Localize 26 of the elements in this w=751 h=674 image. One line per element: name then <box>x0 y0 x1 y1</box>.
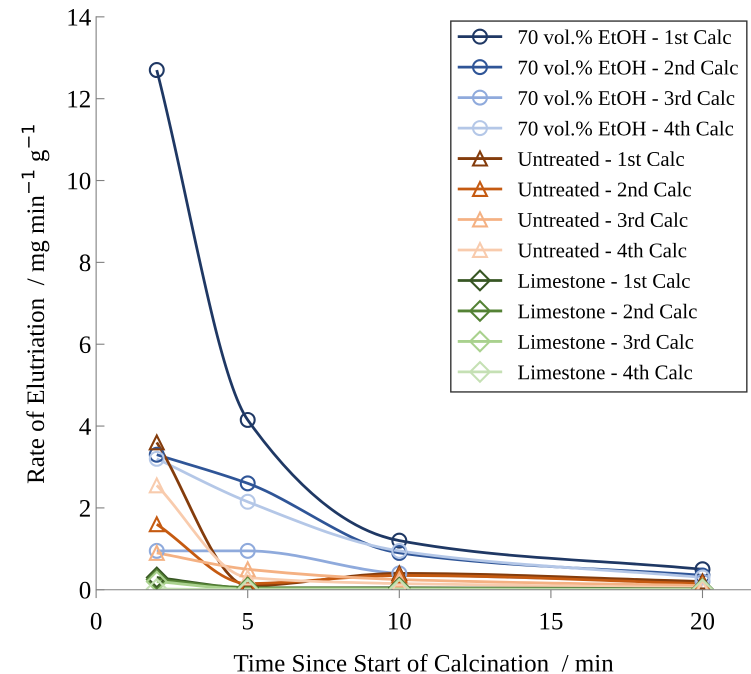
y-tick-label: 14 <box>68 9 91 26</box>
y-tick-label: 2 <box>80 500 90 517</box>
y-tick-label: 12 <box>68 90 90 108</box>
x-tick-label: 5 <box>242 612 253 630</box>
legend-label: Limestone - 3rd Calc <box>518 334 694 349</box>
y-tick-label: 0 <box>80 582 90 599</box>
legend-label: 70 vol.% EtOH - 1st Calc <box>518 29 731 44</box>
y-tick-label: 6 <box>80 336 91 354</box>
legend-label: Untreated - 2nd Calc <box>518 182 691 197</box>
y-tick-label: 4 <box>79 418 91 435</box>
legend-label: Limestone - 2nd Calc <box>518 304 697 318</box>
legend-label: Limestone - 4th Calc <box>518 364 692 380</box>
legend-label: 70 vol.% EtOH - 2nd Calc <box>518 60 738 75</box>
x-tick-label: 10 <box>389 612 411 630</box>
y-tick-label: 10 <box>68 172 90 190</box>
legend-label: 70 vol.% EtOH - 4th Calc <box>518 120 734 136</box>
y-axis-title: Rate of Elutriation / mg min$^{−1}$ g$^{−1}$ <box>22 125 50 484</box>
x-tick-label: 20 <box>691 612 714 630</box>
x-axis-title: Time Since Start of Calcination / min <box>234 654 614 672</box>
x-tick-label: 15 <box>540 612 562 630</box>
legend-label: Untreated - 1st Calc <box>518 151 684 166</box>
legend-label: Untreated - 4th Calc <box>518 242 686 258</box>
y-tick-label: 8 <box>80 254 90 272</box>
legend-label: Untreated - 3rd Calc <box>518 212 688 228</box>
legend-label: Limestone - 1st Calc <box>518 273 690 288</box>
legend-label: 70 vol.% EtOH - 3rd Calc <box>518 90 734 106</box>
